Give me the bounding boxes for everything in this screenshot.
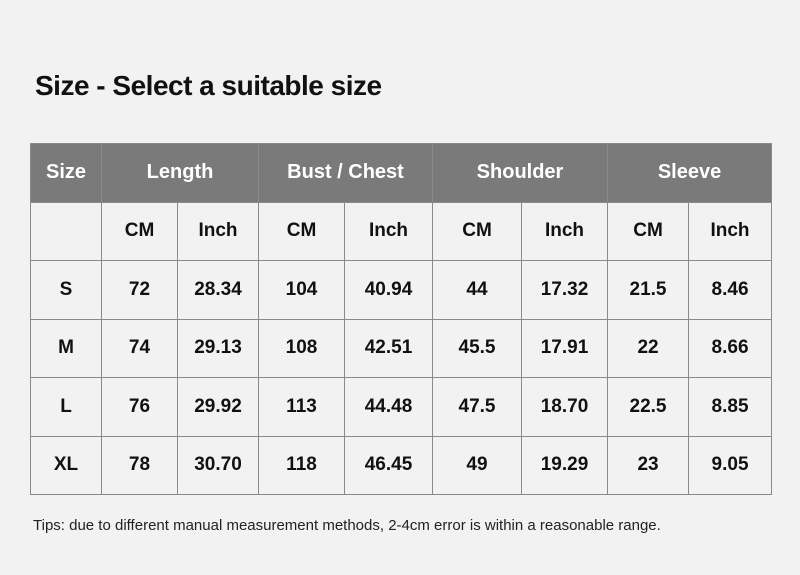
value-cell: 42.51 bbox=[344, 318, 433, 378]
data-row: L 76 29.92 113 44.48 47.5 18.70 22.5 8.85 bbox=[30, 377, 773, 437]
value-cell: 46.45 bbox=[344, 435, 433, 495]
value-cell: 29.92 bbox=[177, 377, 259, 437]
value-cell: 8.46 bbox=[688, 260, 773, 320]
value-cell: 74 bbox=[101, 318, 178, 378]
unit-cell: CM bbox=[607, 201, 690, 261]
table-body: Size Length Bust / Chest Shoulder Sleeve CM In… bbox=[30, 143, 773, 495]
header-cell: Size bbox=[30, 143, 102, 203]
value-cell: 44.48 bbox=[344, 377, 433, 437]
unit-cell: Inch bbox=[520, 201, 609, 261]
value-cell: 21.5 bbox=[607, 260, 690, 320]
value-cell: 28.34 bbox=[177, 260, 259, 320]
value-cell: 8.66 bbox=[688, 318, 773, 378]
value-cell: 18.70 bbox=[520, 377, 609, 437]
unit-cell: CM bbox=[432, 201, 522, 261]
value-cell: 72 bbox=[101, 260, 178, 320]
value-cell: 113 bbox=[258, 377, 345, 437]
value-cell: 22 bbox=[607, 318, 690, 378]
value-cell: 104 bbox=[258, 260, 345, 320]
value-cell: 40.94 bbox=[344, 260, 433, 320]
header-cell: Bust / Chest bbox=[258, 143, 433, 203]
unit-cell: CM bbox=[258, 201, 345, 261]
value-cell: 78 bbox=[101, 435, 178, 495]
value-cell: 44 bbox=[432, 260, 522, 320]
value-cell: 17.32 bbox=[520, 260, 609, 320]
value-cell: 108 bbox=[258, 318, 345, 378]
unit-cell: Inch bbox=[688, 201, 773, 261]
tips: Tips: due to different manual measuremen… bbox=[33, 517, 661, 534]
size-cell: L bbox=[30, 377, 102, 437]
empty-cell bbox=[30, 201, 102, 261]
value-cell: 47.5 bbox=[432, 377, 522, 437]
size-cell: S bbox=[30, 260, 102, 320]
value-cell: 30.70 bbox=[177, 435, 259, 495]
size-table: Size Length Bust / Chest Shoulder Sleeve CM In… bbox=[30, 143, 773, 495]
value-cell: 29.13 bbox=[177, 318, 259, 378]
value-cell: 23 bbox=[607, 435, 690, 495]
page-title: Size - Select a suitable size bbox=[35, 70, 382, 101]
data-row: M 74 29.13 108 42.51 45.5 17.91 22 8.66 bbox=[30, 318, 773, 378]
unit-cell: Inch bbox=[177, 201, 259, 261]
header-cell: Length bbox=[101, 143, 259, 203]
value-cell: 9.05 bbox=[688, 435, 773, 495]
data-row: XL 78 30.70 118 46.45 49 19.29 23 9.05 bbox=[30, 435, 773, 495]
value-cell: 49 bbox=[432, 435, 522, 495]
header-cell: Sleeve bbox=[607, 143, 773, 203]
value-cell: 22.5 bbox=[607, 377, 690, 437]
value-cell: 19.29 bbox=[520, 435, 609, 495]
unit-row: CM Inch CM Inch CM Inch CM Inch bbox=[30, 201, 773, 261]
size-cell: M bbox=[30, 318, 102, 378]
unit-cell: Inch bbox=[344, 201, 433, 261]
header-cell: Shoulder bbox=[431, 143, 609, 203]
unit-cell: CM bbox=[101, 201, 178, 261]
value-cell: 76 bbox=[101, 377, 178, 437]
value-cell: 8.85 bbox=[688, 377, 773, 437]
data-row: S 72 28.34 104 40.94 44 17.32 21.5 8.46 bbox=[30, 260, 773, 320]
value-cell: 118 bbox=[258, 435, 345, 495]
size-cell: XL bbox=[30, 435, 102, 495]
value-cell: 17.91 bbox=[520, 318, 609, 378]
header-row: Size Length Bust / Chest Shoulder Sleeve bbox=[30, 143, 773, 203]
value-cell: 45.5 bbox=[432, 318, 522, 378]
